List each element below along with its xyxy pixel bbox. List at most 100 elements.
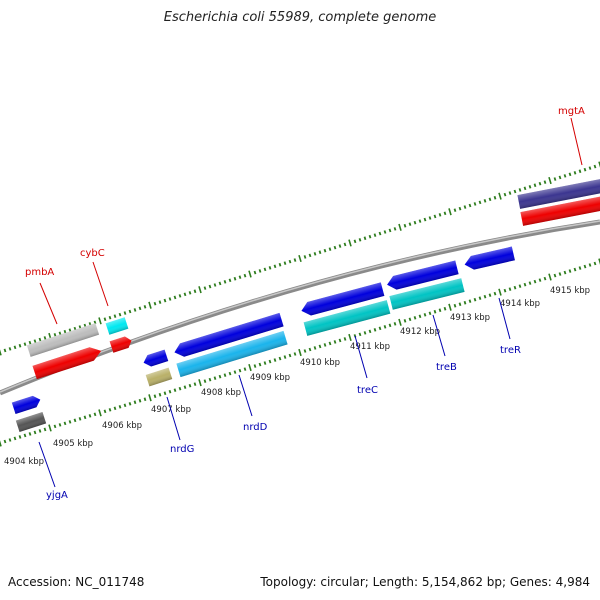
major-tick (248, 363, 252, 372)
minor-tick (378, 326, 382, 331)
nrdD-block[interactable] (176, 330, 288, 378)
minor-tick (103, 317, 107, 322)
mgtA-arrow[interactable] (520, 194, 600, 226)
minor-tick (378, 231, 382, 236)
gene-label-treB: treB (436, 362, 457, 373)
minor-tick (508, 191, 512, 195)
minor-tick (288, 353, 292, 358)
minor-tick (168, 297, 172, 301)
reverse-tick-track (0, 258, 600, 447)
minor-tick (33, 430, 37, 435)
major-tick (298, 348, 302, 357)
pmbA-arrow[interactable] (32, 344, 104, 380)
treC-arrow[interactable] (300, 282, 385, 317)
minor-tick (438, 308, 442, 313)
minor-tick (153, 301, 157, 306)
minor-tick (503, 192, 507, 197)
minor-tick (158, 392, 162, 397)
minor-tick (343, 242, 347, 247)
minor-tick (23, 433, 27, 438)
minor-tick (203, 379, 207, 383)
minor-tick (408, 317, 412, 322)
minor-tick (58, 331, 62, 336)
gene-label-pmbA: pmbA (25, 267, 54, 278)
minor-tick (83, 415, 87, 420)
nrdD-arrow[interactable] (172, 312, 284, 359)
minor-tick (318, 344, 322, 349)
minor-tick (553, 177, 557, 181)
minor-tick (528, 185, 532, 189)
treR-arrow[interactable] (463, 246, 515, 272)
minor-tick (73, 326, 77, 331)
minor-tick (273, 264, 277, 269)
minor-tick (38, 337, 42, 342)
minor-tick (308, 347, 312, 352)
minor-tick (238, 275, 242, 279)
minor-tick (488, 293, 492, 297)
gene-block[interactable] (26, 323, 100, 357)
minor-tick (438, 213, 442, 217)
minor-tick (8, 438, 12, 442)
minor-tick (368, 329, 372, 334)
minor-tick (278, 262, 282, 267)
minor-tick (353, 239, 357, 244)
minor-tick (53, 333, 57, 337)
minor-tick (483, 199, 487, 203)
minor-tick (23, 342, 27, 346)
minor-tick (523, 282, 527, 287)
minor-tick (243, 367, 247, 371)
minor-tick (208, 284, 212, 289)
major-tick (148, 394, 152, 402)
mgtA-block[interactable] (517, 177, 600, 209)
minor-tick (493, 291, 497, 296)
minor-tick (578, 169, 582, 174)
minor-tick (158, 300, 162, 304)
cybC-arrow[interactable] (109, 335, 134, 353)
minor-tick (518, 188, 522, 192)
yjgA-block[interactable] (15, 411, 47, 433)
major-tick (448, 303, 452, 311)
minor-tick (358, 238, 362, 242)
minor-tick (403, 319, 407, 323)
minor-tick (63, 329, 67, 334)
treB-arrow[interactable] (385, 260, 459, 291)
minor-tick (18, 435, 22, 439)
minor-tick (8, 347, 12, 351)
minor-tick (33, 339, 37, 343)
major-tick (0, 349, 2, 356)
minor-tick (263, 361, 267, 365)
nrdG-block[interactable] (145, 367, 173, 387)
treC-block[interactable] (303, 300, 391, 336)
minor-tick (133, 308, 137, 312)
minor-tick (218, 374, 222, 379)
minor-tick (523, 186, 527, 191)
minor-tick (453, 303, 457, 308)
major-tick (248, 270, 252, 278)
minor-tick (468, 299, 472, 303)
minor-tick (183, 385, 187, 389)
minor-tick (528, 281, 532, 285)
minor-tick (93, 412, 97, 417)
minor-tick (508, 287, 512, 291)
minor-tick (563, 270, 567, 275)
minor-tick (228, 278, 232, 283)
minor-tick (68, 328, 72, 332)
treB-block[interactable] (389, 278, 465, 310)
minor-tick (138, 398, 142, 403)
minor-tick (488, 197, 492, 202)
minor-tick (173, 295, 177, 300)
minor-tick (128, 309, 132, 314)
minor-tick (558, 175, 562, 180)
nrdG-arrow[interactable] (142, 349, 169, 369)
yjgA-arrow[interactable] (11, 394, 42, 415)
minor-tick (3, 439, 7, 444)
cybC-block[interactable] (105, 317, 129, 335)
minor-tick (123, 311, 127, 315)
gene-label-nrdG: nrdG (170, 444, 194, 455)
minor-tick (108, 315, 112, 320)
minor-tick (573, 267, 577, 272)
major-tick (548, 176, 552, 185)
tick-label: 4909 kbp (250, 373, 290, 383)
minor-tick (193, 289, 197, 294)
